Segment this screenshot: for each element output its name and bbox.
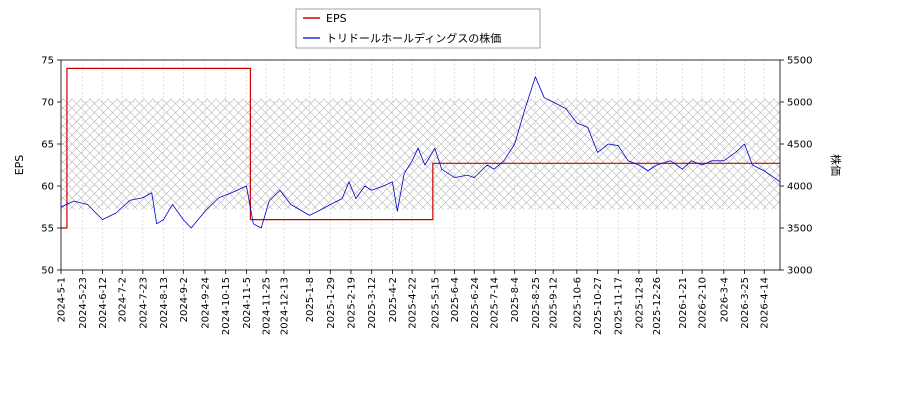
x-tick-label: 2025-11-17 [614, 277, 625, 335]
x-tick-label: 2025-5-15 [430, 277, 441, 329]
legend-eps-label: EPS [326, 12, 347, 25]
x-tick-label: 2025-1-8 [305, 277, 316, 322]
right-tick-label: 5500 [787, 56, 812, 67]
left-tick-label: 55 [41, 224, 54, 235]
eps-line [61, 67, 780, 229]
x-tick-label: 2025-4-22 [408, 277, 419, 329]
right-tick-label: 4500 [787, 140, 812, 151]
x-tick-label: 2025-12-8 [634, 277, 645, 329]
x-tick-label: 2025-8-4 [510, 277, 521, 322]
x-tick-label: 2024-8-13 [159, 277, 170, 329]
left-tick-label: 75 [41, 56, 54, 67]
right-tick-label: 3000 [787, 266, 812, 277]
x-tick-label: 2026-1-21 [678, 277, 689, 329]
x-tick-label: 2025-10-6 [572, 277, 583, 329]
left-tick-label: 60 [41, 182, 54, 193]
legend: EPS トリドールホールディングスの株価 [295, 8, 541, 49]
x-tick-label: 2025-2-19 [346, 277, 357, 329]
x-tick-label: 2024-12-13 [279, 277, 290, 335]
x-tick-label: 2024-7-23 [138, 277, 149, 329]
left-tick-label: 70 [41, 98, 54, 109]
left-tick-label: 65 [41, 140, 54, 151]
x-tick-label: 2024-7-2 [118, 277, 129, 322]
x-tick-label: 2025-1-29 [326, 277, 337, 329]
x-tick-label: 2024-9-2 [179, 277, 190, 322]
x-tick-label: 2026-4-14 [760, 277, 771, 329]
x-tick-label: 2025-4-2 [388, 277, 399, 322]
left-axis-title: EPS [13, 155, 26, 176]
x-tick-label: 2026-3-4 [719, 277, 730, 322]
right-tick-label: 4000 [787, 182, 812, 193]
x-tick-label: 2025-7-14 [489, 277, 500, 329]
x-tick-label: 2026-3-25 [740, 277, 751, 329]
x-tick-label: 2024-10-15 [221, 277, 232, 335]
x-tick-label: 2024-5-23 [78, 277, 89, 329]
x-tick-label: 2024-6-12 [98, 277, 109, 329]
stock-price-line [61, 76, 780, 229]
right-tick-label: 3500 [787, 224, 812, 235]
left-tick-label: 50 [41, 266, 54, 277]
right-tick-label: 5000 [787, 98, 812, 109]
x-tick-label: 2025-6-4 [450, 277, 461, 322]
x-tick-label: 2025-8-25 [531, 277, 542, 329]
x-tick-label: 2024-11-25 [262, 277, 273, 335]
x-tick-label: 2025-10-27 [593, 277, 604, 335]
x-tick-label: 2025-3-12 [367, 277, 378, 329]
x-tick-label: 2024-9-24 [200, 277, 211, 329]
x-tick-label: 2024-11-5 [242, 277, 253, 329]
legend-box [295, 8, 541, 49]
plot-frame [60, 59, 781, 271]
x-tick-label: 2025-9-12 [549, 277, 560, 329]
legend-stock-label: トリドールホールディングスの株価 [326, 31, 501, 45]
x-tick-label: 2025-6-24 [470, 277, 481, 329]
x-tick-label: 2026-2-10 [698, 277, 709, 329]
right-axis-title: 株価 [829, 154, 843, 176]
x-tick-label: 2024-5-1 [57, 277, 68, 322]
x-tick-label: 2025-12-26 [652, 277, 663, 335]
